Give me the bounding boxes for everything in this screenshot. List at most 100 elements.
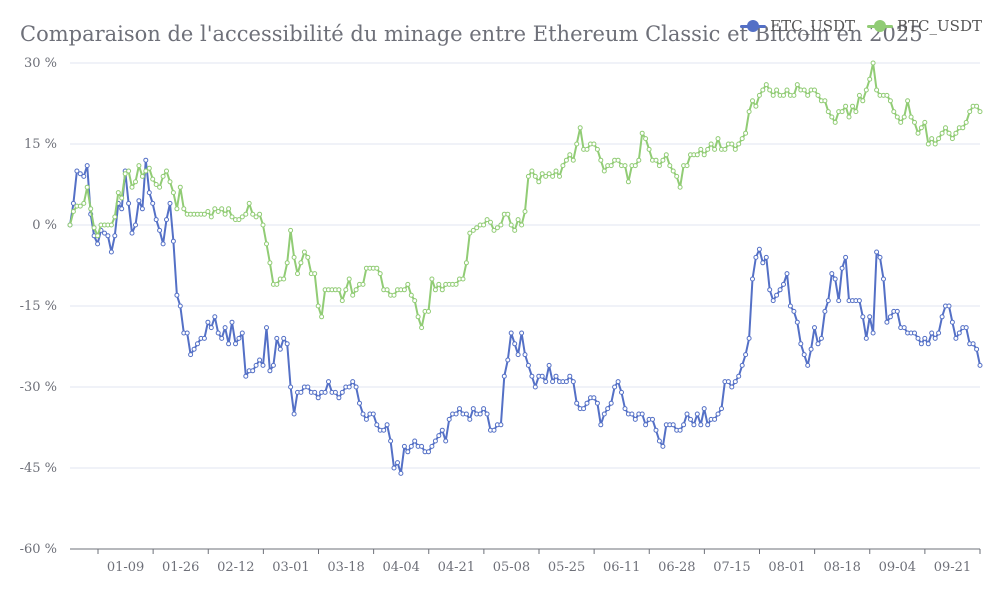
legend-item-etc[interactable]: ETC_USDT (740, 17, 855, 35)
data-point (550, 379, 556, 385)
data-point (574, 400, 580, 406)
data-point (743, 130, 749, 136)
data-point (160, 173, 166, 179)
data-point (222, 211, 228, 217)
x-tick-label: 01-26 (162, 560, 199, 575)
data-point (684, 163, 690, 169)
data-point (439, 427, 445, 433)
x-tick-label: 04-21 (438, 560, 475, 575)
data-point (708, 141, 714, 147)
data-point (129, 184, 135, 190)
data-point (460, 276, 466, 282)
data-point (894, 308, 900, 314)
chart-title: Comparaison de l'accessibilité du minage… (20, 22, 923, 46)
data-point (536, 179, 542, 185)
data-point (494, 225, 500, 231)
data-point (229, 319, 235, 325)
data-point (139, 206, 145, 212)
data-point (949, 319, 955, 325)
data-point (395, 460, 400, 466)
data-point (91, 225, 97, 231)
data-point (226, 206, 232, 212)
data-point (408, 292, 414, 298)
data-point (346, 276, 352, 282)
data-point (539, 171, 545, 177)
data-point (829, 114, 835, 120)
data-point (212, 206, 218, 212)
legend-swatch-etc (740, 19, 767, 33)
data-point (801, 87, 807, 93)
series-btc_usdt (67, 60, 983, 331)
data-point (967, 109, 973, 115)
data-point (126, 168, 132, 174)
data-point (784, 87, 790, 93)
data-point (74, 168, 80, 174)
data-point (167, 179, 173, 185)
data-point (719, 406, 724, 412)
data-point (419, 325, 425, 331)
data-point (794, 319, 800, 325)
data-point (763, 254, 769, 260)
data-point (363, 416, 369, 422)
data-point (467, 230, 473, 236)
data-point (205, 319, 211, 325)
data-point (574, 141, 580, 147)
data-point (481, 406, 487, 412)
data-point (901, 114, 907, 120)
data-point (305, 384, 311, 390)
data-point (95, 233, 101, 239)
data-point (584, 400, 590, 406)
data-point (594, 400, 600, 406)
data-point (398, 470, 404, 476)
data-point (598, 157, 604, 163)
data-point (174, 206, 180, 212)
data-point (346, 384, 352, 390)
data-point (567, 152, 573, 158)
data-point (912, 330, 917, 336)
data-point (508, 330, 514, 336)
data-point (150, 200, 156, 206)
data-point (429, 276, 435, 282)
data-point (739, 362, 745, 368)
data-point (391, 292, 397, 298)
legend-label-btc: BTC_USDT (897, 17, 982, 35)
data-point (115, 190, 121, 196)
data-point (301, 249, 307, 255)
data-point (881, 276, 886, 282)
data-point (956, 330, 962, 336)
x-tick-label: 06-11 (603, 560, 640, 575)
data-point (267, 368, 273, 374)
data-point (818, 335, 824, 341)
grid-lines (70, 62, 980, 550)
data-point (853, 109, 859, 115)
data-point (70, 209, 76, 214)
data-point (632, 416, 638, 422)
data-point (612, 384, 618, 390)
data-point (501, 373, 507, 379)
data-point (67, 222, 73, 228)
data-point (488, 219, 493, 225)
data-point (481, 222, 487, 228)
data-point (81, 200, 87, 206)
data-point (763, 82, 769, 88)
data-point (284, 341, 290, 347)
data-point (677, 184, 683, 190)
data-point (370, 411, 376, 417)
data-point (519, 222, 525, 228)
data-point (515, 352, 521, 358)
data-point (825, 109, 831, 115)
data-point (239, 330, 245, 336)
data-point (760, 87, 766, 93)
data-point (484, 217, 490, 223)
data-point (884, 92, 890, 98)
data-point (105, 233, 111, 239)
data-point (463, 411, 469, 417)
data-point (491, 427, 497, 433)
data-point (505, 357, 511, 363)
data-point (781, 281, 786, 287)
data-point (274, 281, 280, 287)
data-point (246, 200, 252, 206)
data-point (656, 438, 662, 444)
data-point (725, 379, 731, 385)
legend-item-btc[interactable]: BTC_USDT (867, 17, 982, 35)
